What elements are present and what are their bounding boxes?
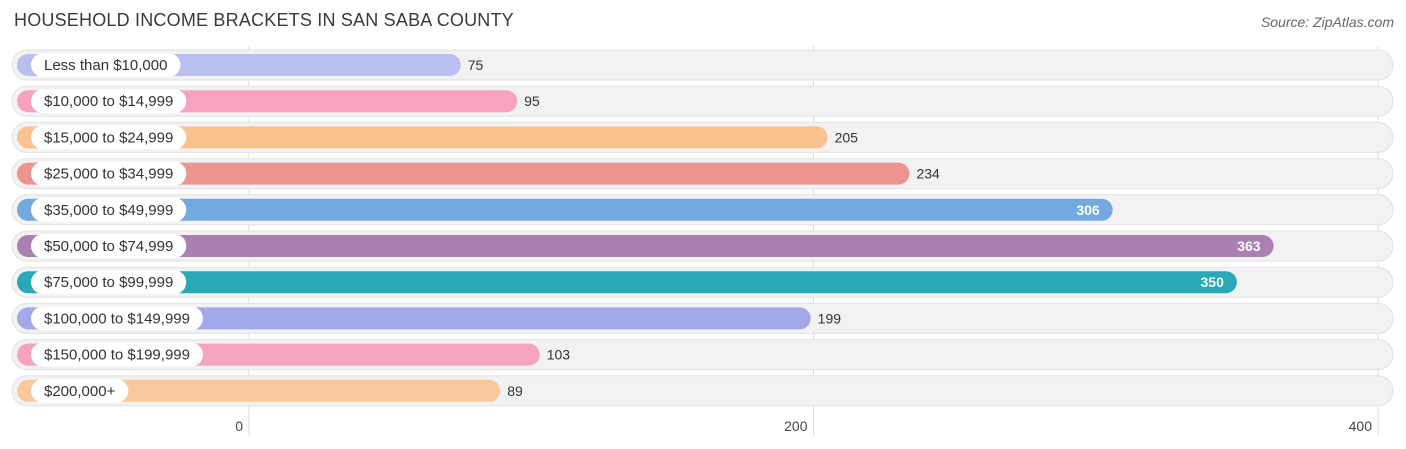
category-pill bbox=[31, 378, 129, 403]
value-label: 363 bbox=[1237, 238, 1261, 254]
category-pill bbox=[31, 161, 187, 186]
category-pill bbox=[31, 89, 187, 114]
category-label: Less than $10,000 bbox=[44, 57, 167, 74]
category-pill bbox=[31, 342, 203, 367]
value-label: 350 bbox=[1201, 274, 1225, 290]
bar bbox=[17, 379, 501, 402]
value-label: 234 bbox=[916, 166, 940, 182]
category-label: $35,000 to $49,999 bbox=[44, 202, 173, 219]
tick-label: 400 bbox=[1349, 418, 1373, 434]
category-label: $25,000 to $34,999 bbox=[44, 166, 173, 183]
category-label: $10,000 to $14,999 bbox=[44, 93, 173, 110]
value-label: 75 bbox=[468, 57, 484, 73]
value-label: 89 bbox=[507, 383, 523, 399]
category-label: $200,000+ bbox=[44, 383, 116, 400]
category-label: $75,000 to $99,999 bbox=[44, 274, 173, 291]
category-label: $150,000 to $199,999 bbox=[44, 347, 190, 364]
category-pill bbox=[31, 234, 187, 258]
tick-label: 0 bbox=[235, 418, 243, 434]
chart-title: HOUSEHOLD INCOME BRACKETS IN SAN SABA CO… bbox=[14, 10, 514, 30]
bar bbox=[17, 162, 910, 185]
bar bbox=[17, 198, 1113, 221]
category-pill bbox=[31, 197, 187, 222]
category-pill bbox=[31, 53, 181, 77]
category-label: $100,000 to $149,999 bbox=[44, 310, 190, 327]
bar bbox=[17, 307, 811, 330]
value-label: 103 bbox=[547, 347, 571, 363]
value-label: 205 bbox=[835, 129, 859, 145]
source-label: Source: ZipAtlas.com bbox=[1260, 14, 1394, 30]
value-label: 95 bbox=[524, 93, 540, 109]
category-pill bbox=[31, 270, 187, 295]
category-label: $50,000 to $74,999 bbox=[44, 238, 173, 255]
category-pill bbox=[31, 306, 203, 331]
category-label: $15,000 to $24,999 bbox=[44, 129, 173, 146]
bar bbox=[17, 271, 1237, 294]
value-label: 199 bbox=[818, 310, 842, 326]
bar bbox=[17, 235, 1274, 257]
value-label: 306 bbox=[1076, 202, 1100, 218]
tick-label: 200 bbox=[784, 418, 808, 434]
bar bbox=[17, 126, 828, 149]
category-pill bbox=[31, 125, 187, 150]
